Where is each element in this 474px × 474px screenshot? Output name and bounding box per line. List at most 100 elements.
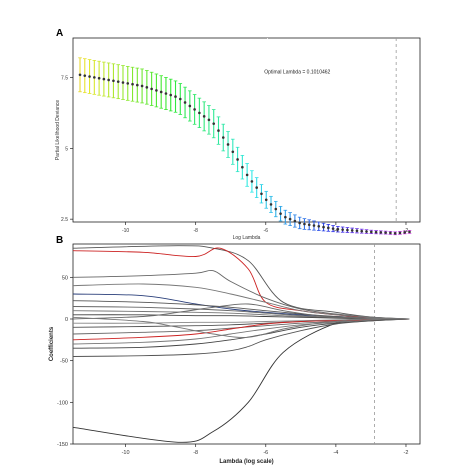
mean-point xyxy=(341,228,344,231)
mean-point xyxy=(198,111,201,115)
mean-point xyxy=(312,224,316,227)
y-tick-label: -150 xyxy=(57,442,68,448)
coefficient-line-19 xyxy=(72,316,410,338)
deviance-plot: -10 -8 -6 -4 -2 7.5 5 2.5 Log Lambda Partial Like… xyxy=(55,37,421,241)
mean-point xyxy=(374,230,378,234)
mean-point xyxy=(245,173,249,177)
mean-point xyxy=(336,227,340,231)
mean-point xyxy=(322,225,325,229)
mean-point xyxy=(193,108,196,111)
y-tick-label: -50 xyxy=(60,359,68,365)
mean-point xyxy=(136,83,139,87)
mean-point xyxy=(231,150,235,154)
mean-point xyxy=(260,192,263,196)
mean-point xyxy=(355,229,359,233)
mean-point xyxy=(155,89,158,92)
mean-point xyxy=(264,198,268,202)
mean-point xyxy=(346,228,349,232)
mean-point xyxy=(78,73,82,77)
mean-point xyxy=(350,229,354,232)
mean-point xyxy=(183,101,187,104)
panel-a-label: A xyxy=(56,28,63,39)
y-tick-label: 50 xyxy=(62,275,68,281)
x-tick-label: -8 xyxy=(193,450,198,456)
coefficient-line-15 xyxy=(72,318,410,345)
optimal-lambda-annotation: Optimal Lambda = 0.1010462 xyxy=(264,69,330,75)
mean-point xyxy=(116,80,120,83)
coefficient-line-17 xyxy=(72,318,410,357)
x-tick-label: -4 xyxy=(333,450,338,456)
y-tick-label: 5 xyxy=(65,146,68,152)
y-axis-label: Partial Likelihood Deviance xyxy=(55,100,61,161)
mean-point xyxy=(274,207,278,211)
mean-point xyxy=(202,115,206,118)
mean-point xyxy=(121,81,125,84)
mean-point xyxy=(217,129,220,132)
x-tick-label: -6 xyxy=(264,228,269,234)
mean-point xyxy=(178,97,182,101)
mean-point xyxy=(107,78,110,82)
mean-point xyxy=(93,76,96,79)
x-tick-label: -2 xyxy=(404,228,409,234)
x-axis-label: Lambda (log scale) xyxy=(219,459,273,465)
y-tick-label: -100 xyxy=(57,400,68,406)
mean-point xyxy=(221,136,225,139)
mean-point xyxy=(188,104,192,108)
mean-point xyxy=(169,93,173,97)
coefficient-line-5 xyxy=(72,283,410,320)
y-axis-label: Coefficients xyxy=(49,326,55,361)
mean-point xyxy=(365,230,368,233)
x-tick-label: -6 xyxy=(263,450,268,456)
mean-point xyxy=(207,118,211,122)
mean-point xyxy=(212,122,216,125)
x-tick-label: -4 xyxy=(334,228,339,234)
mean-point xyxy=(317,225,321,228)
x-tick-label: -10 xyxy=(122,450,130,456)
y-tick-label: 0 xyxy=(65,317,68,323)
mean-point xyxy=(384,231,387,234)
mean-point xyxy=(97,76,101,80)
mean-point xyxy=(298,221,301,225)
mean-point xyxy=(288,217,292,221)
mean-point xyxy=(369,230,373,234)
mean-point xyxy=(255,186,258,189)
mean-point xyxy=(327,226,330,230)
mean-point xyxy=(159,90,163,94)
coefficient-path-plot: -10 -8 -6 -4 -2 50 0 -50 -100 -150 Lambda (log sca… xyxy=(49,243,421,465)
mean-point xyxy=(226,143,230,146)
mean-point xyxy=(126,82,130,85)
mean-point xyxy=(164,92,168,95)
mean-point xyxy=(83,74,87,77)
mean-point xyxy=(150,87,153,91)
plot-frame xyxy=(72,37,421,223)
plot-frame xyxy=(72,243,421,445)
coefficient-lines xyxy=(72,245,410,443)
mean-point xyxy=(88,75,91,78)
mean-point xyxy=(403,231,407,234)
mean-point xyxy=(112,79,115,83)
mean-point xyxy=(236,158,239,161)
mean-point xyxy=(250,180,254,183)
mean-point xyxy=(293,219,297,223)
y-tick-label: 2.5 xyxy=(61,217,68,223)
mean-point xyxy=(174,95,177,98)
coefficient-line-9 xyxy=(72,310,410,320)
mean-point xyxy=(279,212,282,215)
mean-point xyxy=(241,165,244,169)
mean-point xyxy=(303,222,306,226)
mean-point xyxy=(331,227,335,230)
x-axis-label: Log Lambda xyxy=(233,235,261,241)
mean-point xyxy=(398,231,402,235)
mean-point xyxy=(140,84,144,88)
mean-point xyxy=(145,86,149,89)
coefficient-line-18 xyxy=(72,303,410,320)
x-tick-label: -10 xyxy=(122,228,129,234)
mean-point xyxy=(269,203,273,206)
mean-point xyxy=(307,223,311,227)
mean-point xyxy=(408,230,411,234)
mean-point xyxy=(360,229,364,233)
mean-point xyxy=(393,231,397,235)
mean-point xyxy=(102,77,106,81)
mean-point xyxy=(131,82,134,86)
